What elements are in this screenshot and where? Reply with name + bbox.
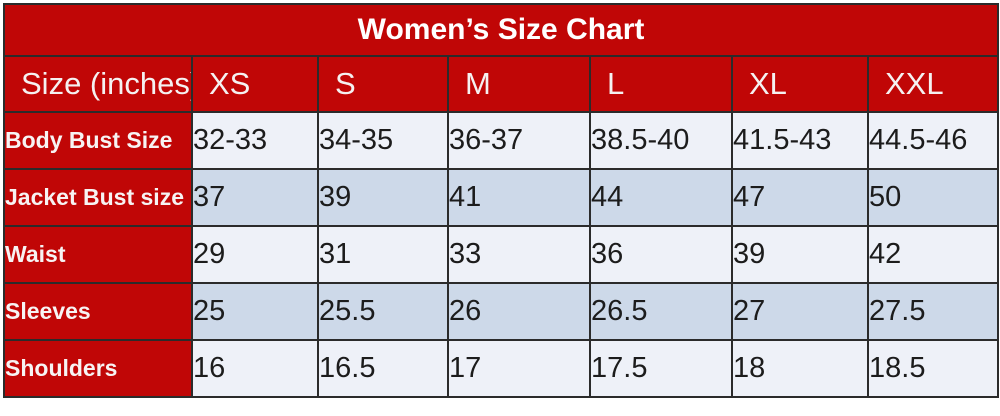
size-value-cell: 18.5 [866, 339, 1000, 398]
size-value-cell: 44 [589, 168, 733, 227]
size-header-row: Size (inches) XS S M L XL XXL [3, 55, 1000, 113]
header-m: M [447, 55, 591, 113]
size-value-cell: 27.5 [866, 282, 1000, 341]
table-row-sleeves: Sleeves 25 25.5 26 26.5 27 27.5 [3, 282, 1000, 341]
size-value-cell: 47 [731, 168, 869, 227]
size-value-cell: 41.5-43 [731, 111, 869, 170]
size-value-cell: 42 [866, 225, 1000, 284]
size-value-cell: 18 [731, 339, 869, 398]
size-value-cell: 34-35 [317, 111, 449, 170]
size-value-cell: 26 [447, 282, 591, 341]
row-label-waist: Waist [3, 225, 193, 284]
size-value-cell: 39 [317, 168, 449, 227]
chart-title: Women’s Size Chart [2, 3, 1000, 57]
row-label-body-bust-size: Body Bust Size [3, 111, 193, 170]
size-value-cell: 38.5-40 [589, 111, 733, 170]
size-value-cell: 31 [317, 225, 449, 284]
header-xxl: XXL [866, 55, 1000, 113]
row-label-jacket-bust-size: Jacket Bust size [3, 168, 193, 227]
row-label-sleeves: Sleeves [3, 282, 193, 341]
row-label-shoulders: Shoulders [3, 339, 193, 398]
header-xl: XL [731, 55, 869, 113]
header-xs: XS [191, 55, 319, 113]
table-row-jacket-bust: Jacket Bust size 37 39 41 44 47 50 [3, 168, 1000, 227]
size-value-cell: 27 [731, 282, 869, 341]
size-value-cell: 33 [447, 225, 591, 284]
size-value-cell: 32-33 [191, 111, 319, 170]
size-value-cell: 25.5 [317, 282, 449, 341]
table-row-body-bust: Body Bust Size 32-33 34-35 36-37 38.5-40… [3, 111, 1000, 170]
size-chart-table: Women’s Size Chart Size (inches) XS S M … [2, 3, 1000, 398]
size-value-cell: 17 [447, 339, 591, 398]
size-value-cell: 25 [191, 282, 319, 341]
size-value-cell: 50 [866, 168, 1000, 227]
table-row-waist: Waist 29 31 33 36 39 42 [3, 225, 1000, 284]
size-value-cell: 16.5 [317, 339, 449, 398]
header-l: L [589, 55, 733, 113]
size-value-cell: 26.5 [589, 282, 733, 341]
size-value-cell: 37 [191, 168, 319, 227]
size-value-cell: 41 [447, 168, 591, 227]
size-value-cell: 29 [191, 225, 319, 284]
table-row-shoulders: Shoulders 16 16.5 17 17.5 18 18.5 [3, 339, 1000, 398]
size-value-cell: 16 [191, 339, 319, 398]
size-value-cell: 36-37 [447, 111, 591, 170]
header-size-inches: Size (inches) [3, 55, 193, 113]
size-value-cell: 36 [589, 225, 733, 284]
size-value-cell: 44.5-46 [866, 111, 1000, 170]
size-value-cell: 17.5 [589, 339, 733, 398]
header-s: S [317, 55, 449, 113]
title-row: Women’s Size Chart [2, 3, 1000, 57]
size-value-cell: 39 [731, 225, 869, 284]
